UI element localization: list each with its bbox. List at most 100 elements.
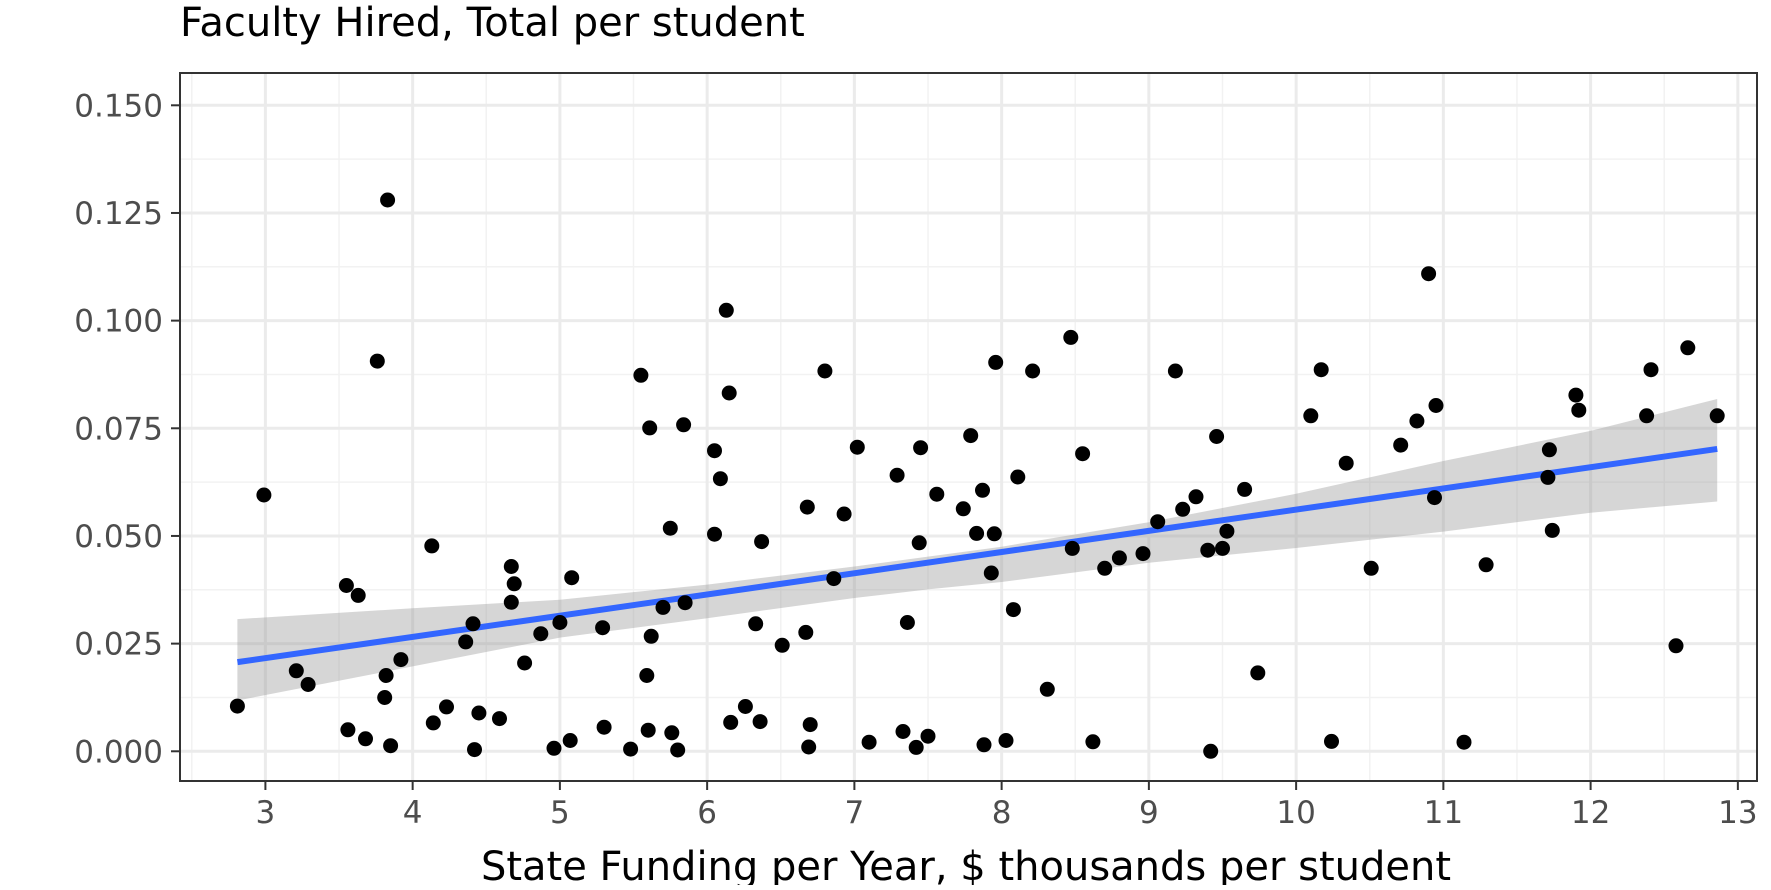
data-point	[517, 655, 533, 671]
data-point	[1085, 734, 1101, 750]
data-point	[707, 443, 722, 459]
data-point	[471, 705, 487, 721]
data-point	[458, 634, 474, 650]
data-point	[1167, 363, 1183, 379]
data-point	[1203, 743, 1219, 759]
data-point	[718, 302, 734, 318]
data-point	[1005, 602, 1021, 618]
data-point	[1478, 557, 1494, 573]
x-tick-label: 9	[1139, 795, 1159, 831]
data-point	[640, 722, 656, 738]
data-point	[1571, 402, 1587, 418]
data-point	[1568, 387, 1584, 403]
data-point	[1200, 542, 1216, 558]
data-point	[723, 714, 739, 730]
data-point	[623, 741, 639, 757]
y-tick-label: 0.075	[74, 411, 163, 447]
data-point	[1075, 446, 1091, 462]
x-tick-label: 5	[550, 795, 570, 831]
data-point	[1313, 362, 1329, 378]
data-point	[707, 526, 722, 542]
data-point	[721, 385, 737, 401]
data-point	[229, 698, 245, 714]
data-point	[383, 738, 399, 754]
data-point	[798, 624, 814, 640]
data-point	[662, 520, 678, 536]
data-point	[1064, 540, 1080, 556]
axes: 3 4 5 6 7 8 9 10 11 12 13 0.000 0.025 0.050 0.075 0.100…	[74, 88, 1757, 831]
x-tick-label: 3	[256, 795, 276, 831]
data-point	[955, 501, 971, 517]
data-point	[1428, 398, 1444, 413]
data-point	[1544, 522, 1560, 538]
data-point	[748, 616, 764, 632]
data-point	[737, 699, 753, 714]
data-point	[920, 728, 936, 744]
y-tick-label: 0.150	[74, 88, 163, 124]
data-point	[562, 733, 578, 748]
x-tick-label: 13	[1718, 795, 1757, 831]
data-point	[1541, 442, 1557, 458]
data-point	[1668, 638, 1684, 654]
trend-line	[236, 445, 1718, 666]
y-tick-label: 0.025	[74, 627, 163, 663]
data-point	[492, 711, 507, 727]
data-point	[801, 739, 817, 755]
data-point	[338, 578, 354, 593]
data-point	[1303, 408, 1319, 424]
data-point	[676, 417, 692, 433]
data-point	[861, 734, 877, 750]
data-point	[425, 715, 441, 731]
data-point	[1063, 329, 1079, 345]
data-point	[1150, 514, 1166, 530]
data-point	[986, 526, 1002, 542]
data-point	[1111, 550, 1127, 566]
data-point	[754, 534, 770, 550]
y-tick-label: 0.050	[74, 519, 163, 555]
data-point	[1643, 362, 1659, 378]
data-point	[393, 652, 409, 668]
data-points	[229, 192, 1725, 759]
data-point	[976, 737, 992, 753]
data-point	[1209, 429, 1225, 444]
y-tick-label: 0.125	[74, 196, 163, 232]
data-point	[1421, 266, 1437, 282]
data-point	[1135, 546, 1151, 562]
data-point	[350, 587, 366, 603]
data-point	[595, 620, 611, 636]
data-point	[988, 354, 1004, 370]
data-point	[911, 535, 927, 551]
y-tick-label: 0.000	[74, 734, 163, 770]
data-point	[1215, 540, 1230, 556]
data-point	[639, 668, 655, 683]
data-point	[1363, 560, 1379, 576]
data-point	[377, 690, 393, 705]
data-point	[752, 714, 768, 730]
data-point	[913, 440, 929, 456]
data-point	[975, 482, 990, 498]
data-point	[643, 628, 659, 644]
data-point	[1097, 560, 1113, 576]
data-point	[664, 725, 680, 741]
data-point	[1188, 489, 1204, 505]
data-point	[340, 722, 356, 738]
data-point	[817, 363, 833, 379]
data-point	[1680, 340, 1696, 356]
data-point	[1338, 455, 1354, 471]
data-point	[546, 740, 562, 756]
data-point	[677, 595, 693, 611]
data-point	[899, 615, 915, 630]
data-point	[1219, 523, 1235, 539]
trend-line-layer	[236, 445, 1718, 666]
data-point	[983, 565, 999, 581]
x-tick-label: 4	[403, 795, 423, 831]
chart-title: Faculty Hired, Total per student	[180, 0, 805, 46]
data-point	[1237, 481, 1253, 497]
data-point	[826, 571, 842, 587]
data-point	[1025, 363, 1041, 379]
data-point	[642, 420, 658, 436]
data-point	[378, 668, 394, 683]
